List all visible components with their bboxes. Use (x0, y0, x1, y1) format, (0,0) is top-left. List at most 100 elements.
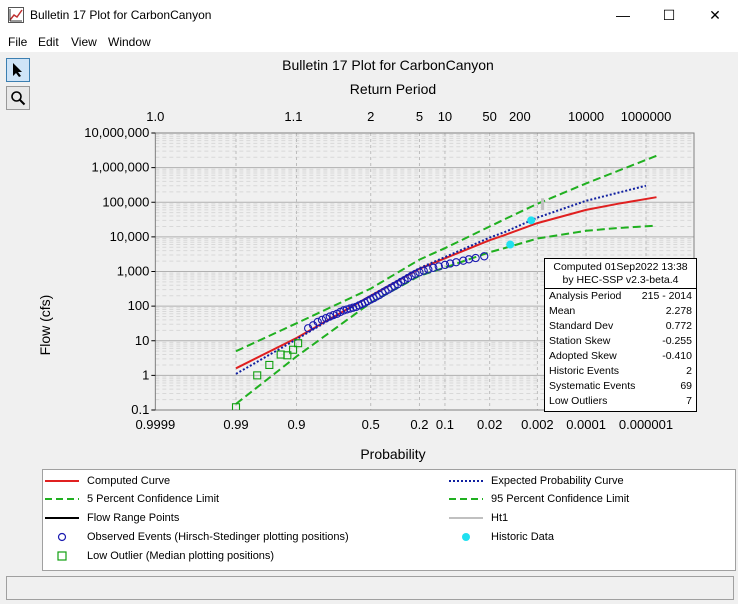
lower-confidence-curve (235, 224, 657, 405)
observed-event-point (329, 310, 338, 320)
legend-upper-label: 95 Percent Confidence Limit (491, 493, 630, 505)
y-tick-label: 1,000 (117, 264, 150, 279)
legend-observed-swatch (57, 532, 67, 542)
y-tick-label: 10,000,000 (84, 125, 149, 140)
menu-file[interactable]: File (8, 35, 28, 49)
y-tick-label: 0.1 (131, 402, 149, 417)
title-bar: Bulletin 17 Plot for CarbonCanyon — ☐ ✕ (0, 0, 738, 30)
zoom-tool-button[interactable] (6, 86, 30, 110)
stats-row-value: -0.410 (662, 350, 692, 362)
legend-computed-label: Computed Curve (87, 475, 171, 487)
observed-event-point (434, 262, 443, 271)
legend-historic-data: Historic Data (447, 530, 554, 544)
observed-event-point (459, 256, 468, 265)
legend-low-outlier-label: Low Outlier (Median plotting positions) (87, 550, 275, 562)
stats-row-value: 7 (686, 395, 692, 407)
return-period-tick-label: 10 (438, 109, 452, 124)
stats-row-value: 69 (680, 380, 692, 392)
menu-bar: File Edit View Window (0, 30, 738, 52)
historic-data-point (506, 240, 515, 249)
return-period-tick-label: 2 (367, 109, 374, 124)
observed-event-point (415, 268, 424, 277)
legend-expected-label: Expected Probability Curve (491, 475, 624, 487)
minimize-icon: — (616, 7, 630, 23)
stats-row-label: Historic Events (549, 365, 620, 377)
low-outlier-point (289, 345, 298, 354)
stats-row-value: -0.255 (662, 335, 692, 347)
return-period-tick-label: 1000000 (621, 109, 672, 124)
return-period-tick-label: 200 (509, 109, 531, 124)
minimize-button[interactable]: — (600, 0, 646, 30)
observed-event-point (440, 260, 450, 270)
legend-computed-curve: Computed Curve (43, 474, 170, 488)
observed-event-point (407, 271, 416, 280)
y-tick-label: 1 (142, 367, 149, 382)
observed-event-point (429, 263, 438, 272)
stats-row-label: Station Skew (549, 335, 611, 347)
return-period-tick-label: 5 (416, 109, 423, 124)
pointer-icon (13, 63, 22, 77)
observed-event-point (411, 269, 420, 279)
stats-row-label: Adopted Skew (549, 350, 617, 362)
probability-tick-label: 0.1 (436, 417, 454, 432)
plot-series (231, 154, 657, 410)
window-title: Bulletin 17 Plot for CarbonCanyon (30, 8, 212, 22)
flow-axis-label: Flow (cfs) (37, 295, 53, 356)
probability-tick-label: 0.9999 (135, 417, 175, 432)
legend-low-outlier: Low Outlier (Median plotting positions) (43, 549, 274, 563)
low-outlier-point (253, 371, 262, 380)
maximize-button[interactable]: ☐ (646, 0, 692, 30)
y-tick-label: 1,000,000 (92, 160, 150, 175)
close-button[interactable]: ✕ (692, 0, 738, 30)
legend-historic-label: Historic Data (491, 531, 554, 543)
legend-flow-range-swatch (45, 517, 79, 519)
probability-axis-label: Probability (360, 446, 425, 462)
probability-tick-label: 0.02 (477, 417, 502, 432)
stats-software-version: by HEC-SSP v2.3-beta.4 (562, 274, 679, 286)
stats-row-label: Analysis Period (549, 290, 622, 302)
zoom-icon (11, 91, 26, 106)
menu-window[interactable]: Window (108, 35, 151, 49)
computed-curve (235, 196, 657, 370)
y-tick-label: 10,000 (110, 229, 150, 244)
legend-expected-swatch (449, 480, 483, 482)
low-outlier-point (265, 360, 274, 370)
observed-event-point (424, 265, 433, 274)
stats-row-label: Systematic Events (549, 380, 636, 392)
stats-row-label: Standard Dev (549, 320, 614, 332)
observed-event-point (313, 317, 322, 327)
observed-event-point (446, 259, 455, 268)
stats-row-value: 2 (686, 365, 692, 377)
upper-confidence-curve (235, 154, 657, 353)
plot-ticks: 0.1 1 10 100 1,000 10,000 100,000 1,000,000 10,0… (84, 109, 673, 432)
stats-row: Station Skew -0.255 (545, 334, 696, 349)
legend-observed-events: Observed Events (Hirsch-Stedinger plotti… (43, 530, 349, 544)
legend-historic-swatch (462, 533, 470, 541)
stats-row-value: 215 - 2014 (641, 290, 692, 302)
menu-edit[interactable]: Edit (38, 35, 59, 49)
legend-observed-label: Observed Events (Hirsch-Stedinger plotti… (87, 531, 349, 543)
pointer-tool-button[interactable] (6, 58, 30, 82)
chart-title: Bulletin 17 Plot for CarbonCanyon (282, 57, 494, 73)
legend-upper-swatch (449, 498, 483, 500)
observed-event-point (321, 313, 331, 323)
stats-row: Adopted Skew -0.410 (545, 349, 696, 364)
toolbox (6, 58, 32, 114)
stats-row-label: Mean (549, 305, 576, 317)
low-outlier-point (294, 339, 303, 348)
return-period-tick-label: 1.0 (146, 109, 164, 124)
observed-event-point (471, 253, 480, 263)
legend-flow-range: Flow Range Points (43, 511, 179, 525)
stats-row: Analysis Period 215 - 2014 (545, 289, 696, 304)
return-period-tick-label: 1.1 (284, 109, 302, 124)
menu-view[interactable]: View (71, 35, 97, 49)
observed-event-point (317, 315, 327, 325)
stats-row-label: Low Outliers (549, 395, 608, 407)
legend-ht1-label: Ht1 (491, 512, 509, 524)
legend-expected-curve: Expected Probability Curve (447, 474, 624, 488)
probability-tick-label: 0.99 (223, 417, 248, 432)
legend-lower-confidence: 5 Percent Confidence Limit (43, 492, 219, 506)
probability-tick-label: 0.002 (521, 417, 554, 432)
stats-row: Mean 2.278 (545, 304, 696, 319)
probability-tick-label: 0.5 (362, 417, 380, 432)
